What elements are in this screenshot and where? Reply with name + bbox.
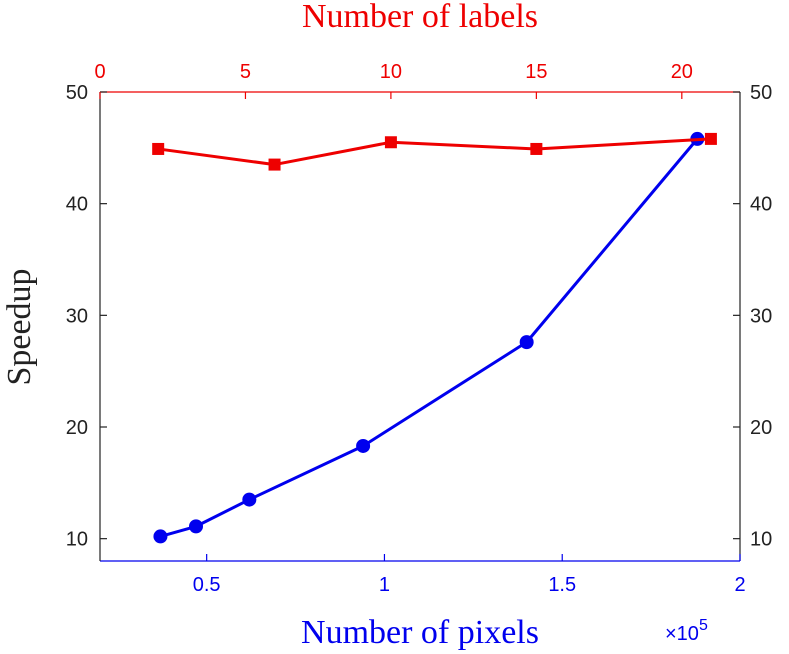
labels-series-point xyxy=(384,136,397,149)
right-y-tick-label: 10 xyxy=(750,529,772,551)
bottom-x-tick-label: 2 xyxy=(734,574,745,596)
top-x-tick-label: 0 xyxy=(94,61,105,83)
top-x-ticks: 0 5 10 15 20 xyxy=(94,61,693,99)
labels-series-line xyxy=(157,137,711,167)
bottom-x-tick-label: 0.5 xyxy=(193,574,221,596)
bottom-x-tick-label: 1.5 xyxy=(548,574,576,596)
pixels-series-point xyxy=(356,438,371,453)
right-y-tick-label: 40 xyxy=(750,194,772,216)
pixels-series-point xyxy=(519,335,534,350)
pixels-series-line xyxy=(160,137,699,538)
right-y-tick-label: 30 xyxy=(750,305,772,327)
pixels-series-point xyxy=(189,519,203,534)
labels-series-point xyxy=(152,142,165,155)
bottom-x-tick-label: 1 xyxy=(379,574,390,596)
x-multiplier: ×105 xyxy=(665,617,708,645)
pixels-series-point xyxy=(153,529,168,544)
left-y-tick-label: 30 xyxy=(66,305,88,327)
pixels-series-point xyxy=(242,492,257,507)
top-x-tick-label: 20 xyxy=(671,61,693,83)
left-y-tick-label: 20 xyxy=(66,417,88,439)
y-axis-label: Speedup xyxy=(1,268,38,385)
labels-series-point xyxy=(530,142,543,155)
series-layer xyxy=(152,131,717,544)
bottom-x-axis-label: Number of pixels xyxy=(301,614,539,651)
right-y-tick-label: 50 xyxy=(750,82,772,104)
right-y-tick-label: 20 xyxy=(750,417,772,439)
labels-series-point xyxy=(268,158,281,171)
x-multiplier-exponent: 5 xyxy=(699,617,708,634)
left-y-ticks: 10 20 30 40 50 xyxy=(66,82,107,551)
top-x-tick-label: 15 xyxy=(525,61,547,83)
left-y-tick-label: 50 xyxy=(66,82,88,104)
top-x-tick-label: 10 xyxy=(380,61,402,83)
left-y-tick-label: 40 xyxy=(66,194,88,216)
labels-series-point xyxy=(704,132,717,145)
top-x-tick-label: 5 xyxy=(240,61,251,83)
right-y-ticks: 10 20 30 40 50 xyxy=(733,82,772,551)
bottom-x-ticks: 0.5 1 1.5 2 xyxy=(193,554,746,596)
top-x-axis-label: Number of labels xyxy=(302,0,538,35)
left-y-tick-label: 10 xyxy=(66,529,88,551)
x-multiplier-base: ×10 xyxy=(665,623,699,645)
